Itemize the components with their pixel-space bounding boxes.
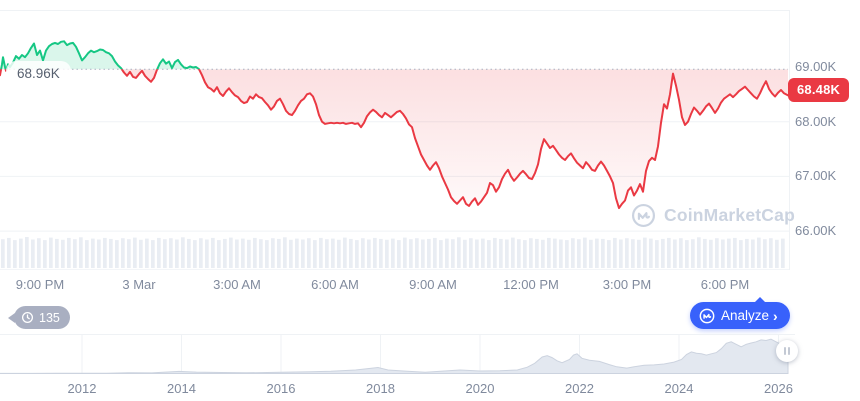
history-count-badge[interactable]: 135 bbox=[8, 306, 70, 329]
price-axis-label: 69.00K bbox=[795, 59, 837, 74]
year-axis-label: 2024 bbox=[664, 381, 694, 396]
year-axis-label: 2018 bbox=[366, 381, 395, 396]
year-axis-label: 2022 bbox=[565, 381, 594, 396]
year-axis-label: 2012 bbox=[67, 381, 97, 396]
coinmarketcap-logo-icon bbox=[699, 308, 715, 324]
time-axis-label: 6:00 AM bbox=[311, 277, 359, 292]
history-count: 135 bbox=[39, 310, 60, 325]
navigator-handle[interactable] bbox=[776, 340, 798, 362]
time-axis-label: 3 Mar bbox=[122, 277, 156, 292]
year-axis-label: 2026 bbox=[764, 381, 793, 396]
analyze-label: Analyze bbox=[721, 308, 770, 323]
clock-history-icon bbox=[21, 311, 34, 324]
price-axis-label: 68.00K bbox=[795, 113, 837, 129]
time-axis-label: 6:00 PM bbox=[700, 277, 750, 292]
time-axis-label: 3:00 AM bbox=[213, 277, 261, 292]
year-axis-label: 2014 bbox=[167, 381, 196, 396]
year-axis-label: 2016 bbox=[266, 381, 296, 396]
year-axis-label: 2020 bbox=[465, 381, 495, 396]
chevron-right-icon: › bbox=[773, 307, 778, 324]
time-axis-label: 9:00 PM bbox=[15, 277, 65, 292]
watermark: CoinMarketCap bbox=[631, 203, 795, 228]
watermark-text: CoinMarketCap bbox=[664, 205, 795, 225]
current-price-badge: 68.48K bbox=[788, 78, 850, 102]
price-axis-label: 66.00K bbox=[795, 223, 837, 239]
baseline-price-chip: 68.96K bbox=[6, 61, 71, 86]
time-axis-label: 3:00 PM bbox=[602, 277, 652, 292]
coinmarketcap-logo-icon bbox=[631, 203, 656, 228]
analyze-button[interactable]: Analyze › bbox=[690, 297, 790, 329]
time-axis-label: 12:00 PM bbox=[503, 277, 559, 292]
history-navigator[interactable] bbox=[0, 334, 860, 375]
price-axis-label: 67.00K bbox=[795, 168, 837, 184]
time-axis-label: 9:00 AM bbox=[409, 277, 457, 292]
main-price-chart-plot[interactable] bbox=[0, 0, 790, 270]
